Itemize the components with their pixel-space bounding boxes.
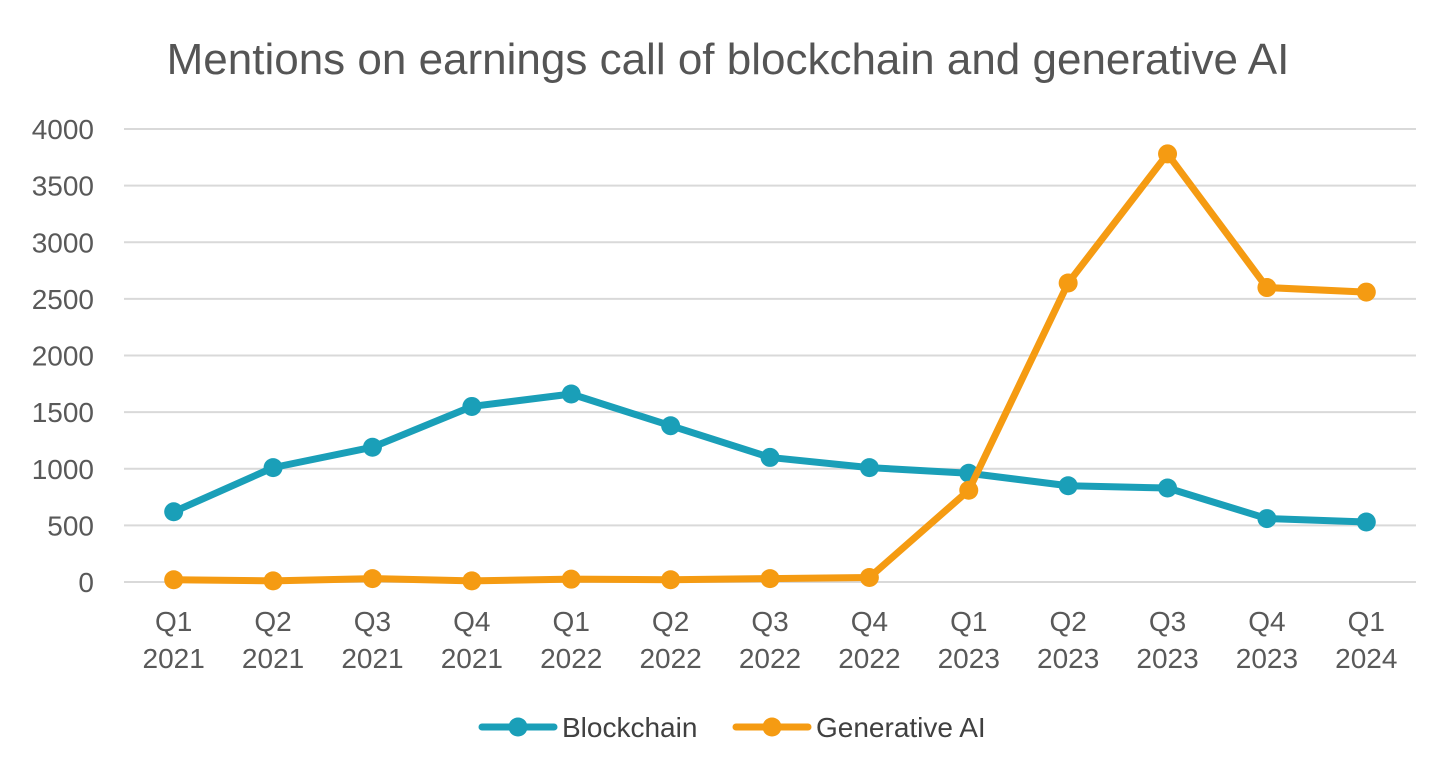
x-tick-label-quarter: Q1 [1348, 606, 1385, 637]
x-tick-label-quarter: Q3 [1149, 606, 1186, 637]
data-point-blockchain [561, 384, 581, 404]
series-generative-ai [164, 144, 1376, 591]
data-point-blockchain [661, 416, 681, 436]
x-tick-label-year: 2021 [242, 643, 304, 674]
x-tick-label-year: 2023 [1136, 643, 1198, 674]
legend-marker-generative-ai [762, 717, 782, 737]
y-tick-label: 3000 [32, 227, 94, 258]
data-point-blockchain [362, 437, 382, 457]
data-point-generative-ai [263, 571, 283, 591]
data-point-generative-ai [760, 569, 780, 589]
gridlines [124, 128, 1416, 583]
data-point-blockchain [164, 502, 184, 522]
legend-label-blockchain: Blockchain [562, 712, 697, 743]
y-tick-label: 3500 [32, 171, 94, 202]
x-tick-label-quarter: Q2 [1049, 606, 1086, 637]
data-point-blockchain [1257, 509, 1277, 529]
x-tick-label-quarter: Q4 [851, 606, 888, 637]
data-point-generative-ai [164, 570, 184, 590]
x-tick-label-quarter: Q4 [1248, 606, 1285, 637]
x-tick-label-year: 2021 [341, 643, 403, 674]
data-point-generative-ai [561, 569, 581, 589]
data-point-blockchain [760, 447, 780, 467]
data-point-generative-ai [1257, 278, 1277, 298]
legend-marker-blockchain [508, 717, 528, 737]
data-point-blockchain [263, 458, 283, 478]
x-tick-label-year: 2022 [540, 643, 602, 674]
data-point-generative-ai [362, 569, 382, 589]
data-point-generative-ai [1356, 282, 1376, 302]
x-tick-label-year: 2023 [1236, 643, 1298, 674]
x-tick-label-year: 2023 [1037, 643, 1099, 674]
x-tick-label-year: 2022 [739, 643, 801, 674]
y-tick-label: 1500 [32, 397, 94, 428]
x-tick-label-quarter: Q1 [553, 606, 590, 637]
x-tick-label-quarter: Q2 [652, 606, 689, 637]
data-point-generative-ai [462, 571, 482, 591]
data-point-blockchain [462, 396, 482, 416]
y-tick-label: 0 [78, 567, 94, 598]
y-tick-label: 1000 [32, 454, 94, 485]
data-point-generative-ai [959, 480, 979, 500]
legend-item-generative-ai: Generative AI [732, 712, 986, 743]
x-tick-label-year: 2024 [1335, 643, 1397, 674]
data-point-generative-ai [859, 567, 879, 587]
x-tick-label-quarter: Q3 [751, 606, 788, 637]
x-tick-label-year: 2022 [838, 643, 900, 674]
y-tick-label: 2500 [32, 284, 94, 315]
data-point-blockchain [1158, 478, 1178, 498]
chart-title: Mentions on earnings call of blockchain … [167, 35, 1290, 84]
x-tick-label-quarter: Q1 [155, 606, 192, 637]
x-tick-label-quarter: Q3 [354, 606, 391, 637]
legend-label-generative-ai: Generative AI [816, 712, 986, 743]
data-point-generative-ai [1058, 273, 1078, 293]
data-point-blockchain [859, 458, 879, 478]
legend-item-blockchain: Blockchain [478, 712, 697, 743]
x-axis-ticks: Q1 2021 Q2 2021 Q3 2021 Q4 2021 Q1 2022 Q2 2022 Q3 20… [143, 606, 1398, 674]
data-point-blockchain [1058, 476, 1078, 496]
data-point-blockchain [1356, 512, 1376, 532]
y-tick-label: 500 [47, 510, 94, 541]
legend: Blockchain Generative AI [478, 712, 986, 743]
x-tick-label-quarter: Q4 [453, 606, 490, 637]
x-tick-label-year: 2022 [639, 643, 701, 674]
y-axis-ticks: 0 500 1000 1500 2000 2500 3000 3500 4000 [32, 114, 94, 598]
x-tick-label-quarter: Q1 [950, 606, 987, 637]
y-tick-label: 4000 [32, 114, 94, 145]
data-point-generative-ai [661, 570, 681, 590]
y-tick-label: 2000 [32, 341, 94, 372]
x-tick-label-quarter: Q2 [254, 606, 291, 637]
series-layer [164, 144, 1376, 591]
series-blockchain [164, 384, 1376, 532]
x-tick-label-year: 2023 [938, 643, 1000, 674]
x-tick-label-year: 2021 [441, 643, 503, 674]
series-line-generative-ai [170, 150, 1370, 585]
data-point-generative-ai [1158, 144, 1178, 164]
x-tick-label-year: 2021 [143, 643, 205, 674]
